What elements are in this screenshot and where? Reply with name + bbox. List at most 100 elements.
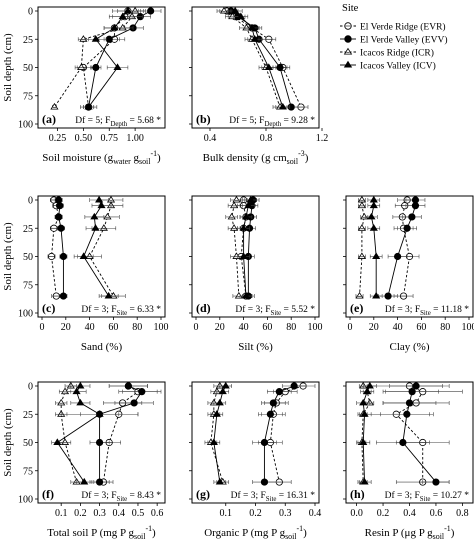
data-point <box>79 35 88 42</box>
x-tick-label: 0.4 <box>204 133 217 144</box>
data-point <box>367 212 376 220</box>
panel-label: (e) <box>350 301 363 315</box>
data-point <box>343 60 353 68</box>
data-point <box>99 224 108 231</box>
superscript: -1 <box>444 524 451 533</box>
subscript: water <box>113 157 131 166</box>
x-tick-label: 0.50 <box>75 133 93 144</box>
x-tick-label: 0.4 <box>403 508 416 519</box>
x-tick-label: 40 <box>239 322 249 333</box>
panel-label: (g) <box>196 487 210 501</box>
stats-label: Df = 3; FSite = 11.18 * <box>385 304 469 317</box>
text-run: Df = 3; F <box>385 490 420 501</box>
stats-label: Df = 3; FSite = 16.31 * <box>231 490 316 503</box>
subscript: Depth <box>110 121 127 128</box>
legend-entry: El Verde Ridge (EVR) <box>340 22 446 33</box>
y-tick-label: 100 <box>18 309 33 320</box>
x-tick-label: 0.2 <box>249 508 262 519</box>
data-point <box>91 224 100 231</box>
text-run: Df = 5; F <box>75 115 110 126</box>
stats-label: Df = 3; FSite = 8.43 * <box>81 490 161 503</box>
x-tick-label: 60 <box>416 322 426 333</box>
x-axis-label: Clay (%) <box>389 341 429 353</box>
text-run: ) <box>305 152 309 164</box>
chart-panel: 0 20 40 60 80 100 (e) Df = 3; FSite = 11.18 * Cl… <box>343 195 474 353</box>
text-run: g <box>131 152 140 164</box>
legend-entry: El Verde Valley (EVV) <box>340 35 448 46</box>
text-run: = 16.31 * <box>276 491 315 501</box>
data-point <box>360 410 369 417</box>
data-point <box>215 477 224 485</box>
legend-label: Icacos Valley (ICV) <box>360 61 436 72</box>
text-run: Silt (%) <box>238 341 273 353</box>
panel-label: (h) <box>350 487 365 501</box>
data-point <box>127 12 137 20</box>
data-point <box>403 410 411 418</box>
data-point <box>95 478 104 486</box>
stats-label: Df = 3; FSite = 10.27 * <box>385 490 470 503</box>
data-point <box>209 438 218 445</box>
subscript: Site <box>420 496 431 503</box>
data-point <box>246 195 255 203</box>
data-point <box>369 224 378 231</box>
text-run: = 10.27 * <box>430 491 469 501</box>
series-evv <box>378 196 426 300</box>
series-evv <box>376 382 450 486</box>
panel-label: (f) <box>42 487 54 501</box>
data-point <box>369 201 378 209</box>
data-point <box>239 252 248 259</box>
data-point <box>403 224 411 232</box>
text-run: Organic P (mg P g <box>204 527 285 539</box>
subscript: soil <box>433 532 445 541</box>
stats-label: Df = 5; FDepth = 9.28 * <box>229 115 315 128</box>
data-point <box>247 23 257 31</box>
x-tick-label: 0.1 <box>220 508 233 519</box>
plot-frame <box>37 6 166 129</box>
data-point <box>59 292 68 300</box>
x-tick-label: 40 <box>85 322 95 333</box>
data-point <box>113 63 122 70</box>
data-point <box>290 382 298 390</box>
data-point <box>363 387 372 395</box>
data-point <box>131 6 140 14</box>
panel-label: (c) <box>42 301 55 315</box>
x-tick-label: 100 <box>308 322 323 333</box>
x-tick-label: 0.8 <box>456 508 469 519</box>
x-tick-label: 0.4 <box>113 508 126 519</box>
text-run: = 6.33 * <box>127 305 161 315</box>
data-point <box>212 410 221 417</box>
series-icv <box>73 195 119 299</box>
y-tick-label: 75 <box>23 466 33 477</box>
text-run: = 11.18 * <box>431 305 470 315</box>
chart-panel: 0.1 0.2 0.3 0.4 0.5 0.6 0 25 50 75 100 (f) Df = 3; F… <box>18 381 166 541</box>
legend-label: Icacos Ridge (ICR) <box>360 48 434 59</box>
data-point <box>365 381 374 389</box>
data-point <box>218 387 227 395</box>
text-run: ) <box>303 527 307 539</box>
data-point <box>432 478 440 486</box>
data-point <box>95 410 104 417</box>
data-point <box>76 398 85 406</box>
data-point <box>84 102 93 110</box>
series-icv <box>83 6 139 110</box>
data-point <box>241 212 251 220</box>
text-run: Df = 3; F <box>231 490 266 501</box>
x-tick-label: 80 <box>440 322 450 333</box>
y-tick-label: 75 <box>23 91 33 102</box>
data-point <box>138 388 146 396</box>
x-tick-label: 0.2 <box>377 508 390 519</box>
data-point <box>359 398 368 406</box>
data-point <box>50 102 59 110</box>
x-tick-label: 0.2 <box>74 508 87 519</box>
data-point <box>53 438 62 445</box>
series-evv <box>54 196 68 300</box>
data-point <box>230 224 239 231</box>
data-point <box>234 291 243 299</box>
x-tick-label: 20 <box>61 322 71 333</box>
x-axis-label: Silt (%) <box>238 341 273 353</box>
data-point <box>357 201 366 209</box>
y-tick-label: 75 <box>23 280 33 291</box>
data-point <box>241 291 251 299</box>
data-point <box>384 292 392 300</box>
data-point <box>124 382 132 390</box>
